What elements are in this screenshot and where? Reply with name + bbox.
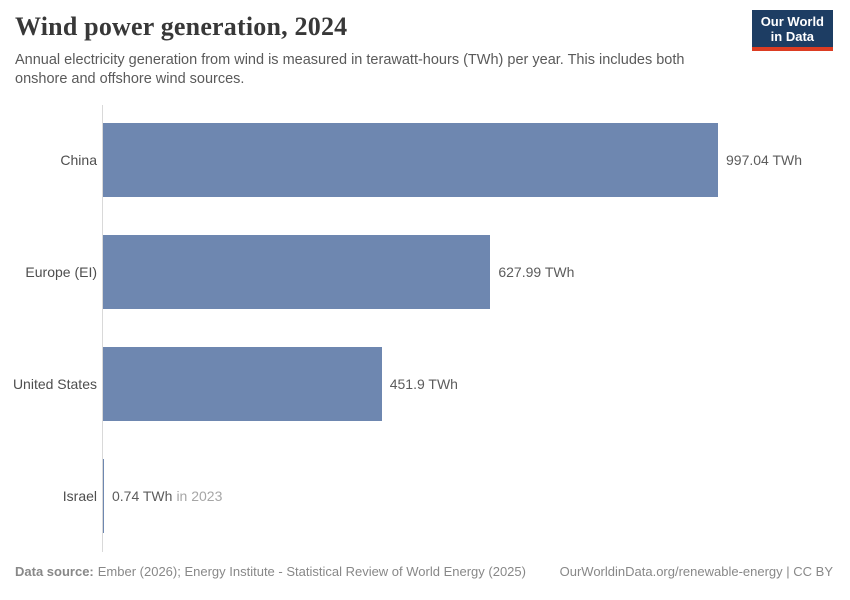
value-note: in 2023 bbox=[176, 488, 223, 504]
bar-row-china: China 997.04 TWh bbox=[0, 104, 850, 216]
data-source-text: Ember (2026); Energy Institute - Statist… bbox=[97, 564, 526, 579]
bar-area: 451.9 TWh bbox=[103, 347, 850, 421]
entity-label: Israel bbox=[62, 488, 97, 504]
owid-logo-line-1: Our World bbox=[760, 14, 824, 29]
bar[interactable] bbox=[103, 347, 382, 421]
chart-header: Wind power generation, 2024 Annual elect… bbox=[15, 12, 684, 89]
bar-row-united-states: United States 451.9 TWh bbox=[0, 328, 850, 440]
value-label: 627.99 TWh bbox=[498, 264, 575, 280]
value-label: 0.74 TWh bbox=[112, 488, 173, 504]
bar-row-europe: Europe (EI) 627.99 TWh bbox=[0, 216, 850, 328]
value-label: 997.04 TWh bbox=[726, 152, 803, 168]
owid-logo-line-2: in Data bbox=[770, 29, 815, 44]
data-source: Data source: Ember (2026); Energy Institu… bbox=[15, 563, 526, 581]
bar-area: 627.99 TWh bbox=[103, 235, 850, 309]
value-label: 451.9 TWh bbox=[389, 376, 458, 392]
chart-footer: Data source: Ember (2026); Energy Institu… bbox=[15, 563, 833, 581]
entity-label: China bbox=[60, 152, 97, 168]
bar-chart: China 997.04 TWh Europe (EI) 627.99 TWh … bbox=[0, 104, 850, 552]
bar-row-israel: Israel 0.74 TWh in 2023 bbox=[0, 440, 850, 552]
bar-area: 997.04 TWh bbox=[103, 123, 850, 197]
bar[interactable] bbox=[103, 459, 104, 533]
page-title: Wind power generation, 2024 bbox=[15, 12, 348, 41]
subtitle-line-2: onshore and offshore wind sources. bbox=[15, 71, 245, 87]
data-source-label: Data source: bbox=[15, 564, 94, 579]
owid-url-license[interactable]: OurWorldinData.org/renewable-energy | CC… bbox=[559, 564, 833, 579]
y-axis-line bbox=[102, 105, 103, 552]
chart-subtitle: Annual electricity generation from wind … bbox=[15, 51, 684, 89]
bar[interactable] bbox=[103, 235, 491, 309]
owid-logo[interactable]: Our World in Data bbox=[751, 10, 833, 51]
bar-area: 0.74 TWh in 2023 bbox=[103, 459, 850, 533]
entity-label: Europe (EI) bbox=[25, 264, 97, 280]
bar[interactable] bbox=[103, 123, 718, 197]
entity-label: United States bbox=[12, 376, 97, 392]
subtitle-line-1: Annual electricity generation from wind … bbox=[15, 52, 685, 68]
